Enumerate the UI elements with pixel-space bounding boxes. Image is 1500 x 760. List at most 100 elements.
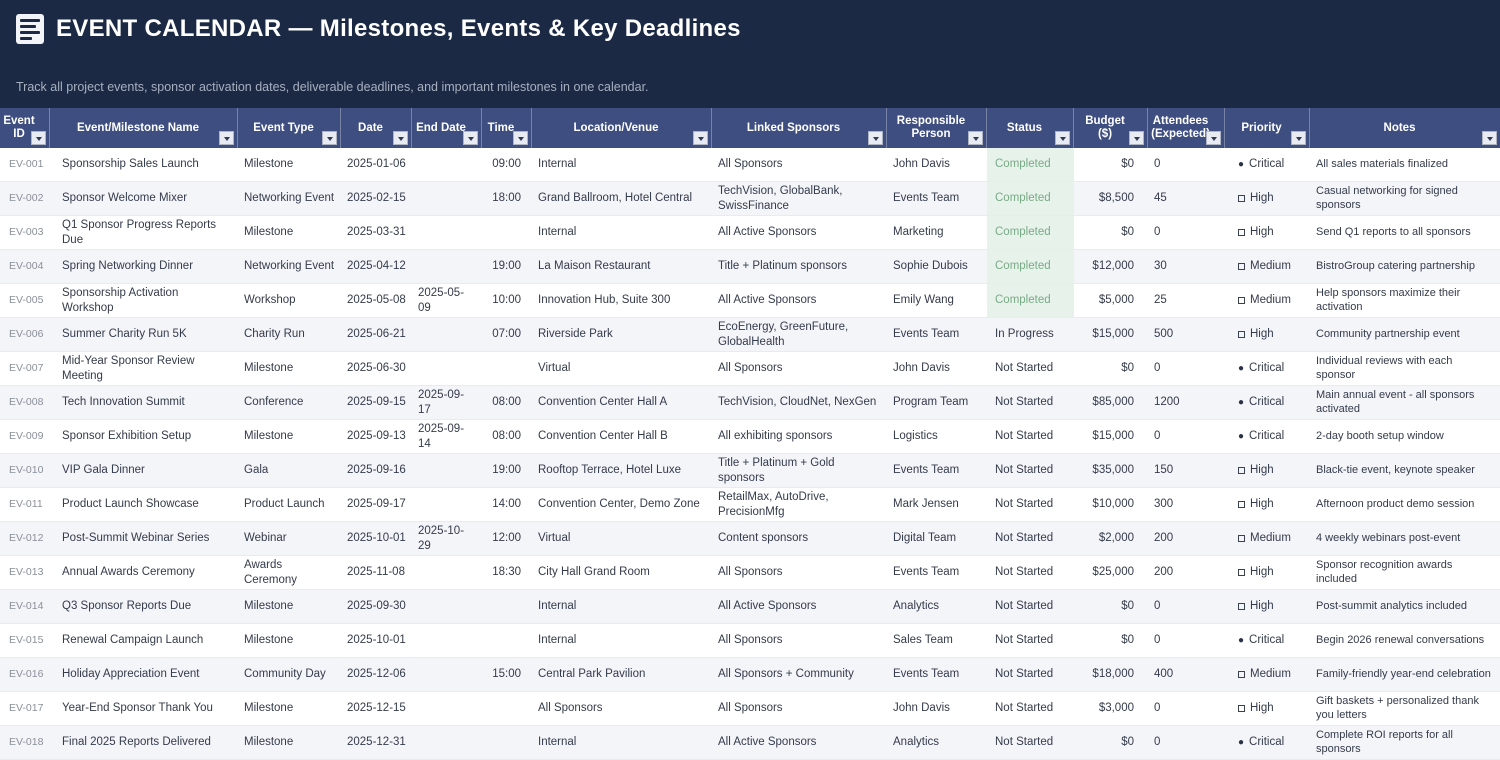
cell-sponsors[interactable]: Content sponsors (718, 532, 809, 545)
cell-budget[interactable]: $5,000 (1098, 294, 1134, 307)
cell-date[interactable]: 2025-06-21 (347, 328, 406, 341)
cell-notes[interactable]: 4 weekly webinars post-event (1316, 531, 1461, 544)
cell-end_date[interactable]: 2025-09-14 (418, 423, 465, 450)
cell-person[interactable]: Analytics (893, 600, 940, 613)
cell-person[interactable]: Digital Team (893, 532, 957, 545)
cell-budget[interactable]: $0 (1121, 362, 1134, 375)
cell-priority[interactable]: High (1225, 461, 1310, 479)
cell-type[interactable]: Product Launch (244, 498, 325, 511)
filter-dropdown-icon[interactable] (219, 131, 234, 145)
cell-notes[interactable]: Help sponsors maximize their activation (1316, 286, 1461, 313)
cell-end_date[interactable] (412, 571, 482, 575)
cell-date[interactable]: 2025-09-30 (347, 600, 406, 613)
cell-budget[interactable]: $25,000 (1092, 566, 1134, 579)
cell-end_date[interactable] (412, 503, 482, 507)
cell-notes[interactable]: Individual reviews with each sponsor (1316, 354, 1453, 381)
cell-priority[interactable]: Medium (1225, 257, 1310, 275)
cell-date[interactable]: 2025-09-13 (347, 430, 406, 443)
cell-time[interactable]: 18:00 (492, 192, 521, 205)
cell-attendees[interactable]: 0 (1154, 736, 1161, 749)
cell-name[interactable]: Annual Awards Ceremony (62, 566, 195, 579)
cell-date[interactable]: 2025-09-16 (347, 464, 406, 477)
cell-time[interactable]: 08:00 (492, 396, 521, 409)
cell-date[interactable]: 2025-03-31 (347, 226, 406, 239)
filter-dropdown-icon[interactable] (1206, 131, 1221, 145)
cell-type[interactable]: Milestone (244, 600, 294, 613)
cell-location[interactable]: Grand Ballroom, Hotel Central (538, 192, 693, 205)
cell-date[interactable]: 2025-09-17 (347, 498, 406, 511)
filter-dropdown-icon[interactable] (513, 131, 528, 145)
cell-end_date[interactable]: 2025-05-09 (418, 287, 465, 314)
cell-person[interactable]: Sophie Dubois (893, 260, 968, 273)
cell-time[interactable] (482, 605, 532, 609)
cell-person[interactable]: Events Team (893, 328, 960, 341)
cell-id[interactable]: EV-007 (9, 361, 44, 374)
cell-status[interactable]: Not Started (995, 600, 1054, 613)
cell-time[interactable]: 09:00 (492, 158, 521, 171)
cell-end_date[interactable]: 2025-09-17 (418, 389, 465, 416)
cell-notes[interactable]: BistroGroup catering partnership (1316, 259, 1475, 272)
cell-budget[interactable]: $0 (1121, 600, 1134, 613)
cell-type[interactable]: Milestone (244, 430, 294, 443)
cell-location[interactable]: Riverside Park (538, 328, 613, 341)
cell-status[interactable]: Not Started (995, 464, 1054, 477)
cell-budget[interactable]: $15,000 (1092, 430, 1134, 443)
cell-end_date[interactable] (412, 639, 482, 643)
cell-id[interactable]: EV-011 (9, 497, 43, 510)
cell-notes[interactable]: Family-friendly year-end celebration (1316, 667, 1491, 680)
cell-notes[interactable]: Casual networking for signed sponsors (1316, 184, 1458, 211)
cell-notes[interactable]: Afternoon product demo session (1316, 497, 1475, 510)
filter-dropdown-icon[interactable] (1055, 131, 1070, 145)
cell-attendees[interactable]: 0 (1154, 430, 1161, 443)
cell-status[interactable]: Completed (987, 216, 1074, 249)
filter-dropdown-icon[interactable] (968, 131, 983, 145)
cell-location[interactable]: City Hall Grand Room (538, 566, 650, 579)
cell-person[interactable]: Events Team (893, 192, 960, 205)
cell-sponsors[interactable]: TechVision, GlobalBank, SwissFinance (718, 185, 843, 212)
cell-sponsors[interactable]: Title + Platinum + Gold sponsors (718, 457, 835, 484)
cell-status[interactable]: Not Started (995, 532, 1054, 545)
cell-person[interactable]: Events Team (893, 566, 960, 579)
cell-person[interactable]: Events Team (893, 464, 960, 477)
cell-attendees[interactable]: 0 (1154, 226, 1161, 239)
filter-dropdown-icon[interactable] (1482, 131, 1497, 145)
cell-id[interactable]: EV-012 (9, 531, 44, 544)
cell-end_date[interactable] (412, 469, 482, 473)
cell-sponsors[interactable]: All Sponsors (718, 158, 783, 171)
cell-status[interactable]: In Progress (995, 328, 1054, 341)
cell-sponsors[interactable]: All Active Sponsors (718, 226, 817, 239)
cell-sponsors[interactable]: All Sponsors + Community (718, 668, 854, 681)
cell-status[interactable]: Not Started (995, 668, 1054, 681)
cell-location[interactable]: All Sponsors (538, 702, 603, 715)
cell-sponsors[interactable]: EcoEnergy, GreenFuture, GlobalHealth (718, 321, 849, 348)
cell-budget[interactable]: $8,500 (1098, 192, 1134, 205)
cell-notes[interactable]: 2-day booth setup window (1316, 429, 1444, 442)
cell-attendees[interactable]: 150 (1154, 464, 1174, 477)
cell-attendees[interactable]: 25 (1154, 294, 1167, 307)
cell-notes[interactable]: Black-tie event, keynote speaker (1316, 463, 1475, 476)
cell-sponsors[interactable]: All Sponsors (718, 702, 783, 715)
cell-person[interactable]: John Davis (893, 158, 950, 171)
filter-dropdown-icon[interactable] (31, 131, 46, 145)
cell-notes[interactable]: Begin 2026 renewal conversations (1316, 633, 1485, 646)
cell-status[interactable]: Completed (987, 250, 1074, 283)
cell-attendees[interactable]: 300 (1154, 498, 1174, 511)
cell-end_date[interactable] (412, 741, 482, 745)
cell-location[interactable]: Internal (538, 634, 577, 647)
cell-status[interactable]: Completed (987, 148, 1074, 181)
cell-location[interactable]: Virtual (538, 532, 571, 545)
cell-sponsors[interactable]: All Sponsors (718, 362, 783, 375)
cell-attendees[interactable]: 200 (1154, 566, 1174, 579)
cell-budget[interactable]: $18,000 (1092, 668, 1134, 681)
cell-notes[interactable]: Complete ROI reports for all sponsors (1316, 728, 1453, 755)
cell-end_date[interactable] (412, 265, 482, 269)
cell-name[interactable]: Product Launch Showcase (62, 498, 199, 511)
cell-attendees[interactable]: 0 (1154, 362, 1161, 375)
cell-type[interactable]: Milestone (244, 702, 294, 715)
cell-id[interactable]: EV-008 (9, 395, 44, 408)
cell-date[interactable]: 2025-12-06 (347, 668, 406, 681)
cell-end_date[interactable] (412, 333, 482, 337)
cell-status[interactable]: Not Started (995, 430, 1054, 443)
cell-budget[interactable]: $12,000 (1092, 260, 1134, 273)
cell-name[interactable]: Tech Innovation Summit (62, 396, 185, 409)
